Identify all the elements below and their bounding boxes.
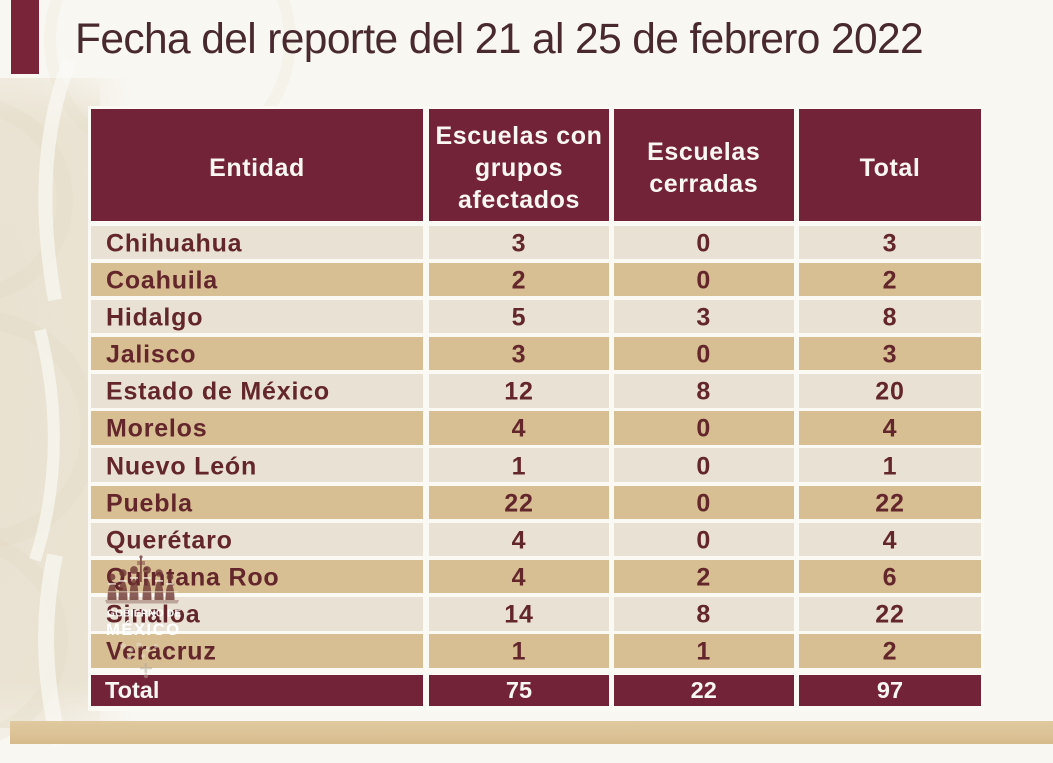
svg-text:MÉXICO: MÉXICO — [106, 620, 181, 639]
svg-text:GOBIERNO DE: GOBIERNO DE — [107, 609, 181, 620]
